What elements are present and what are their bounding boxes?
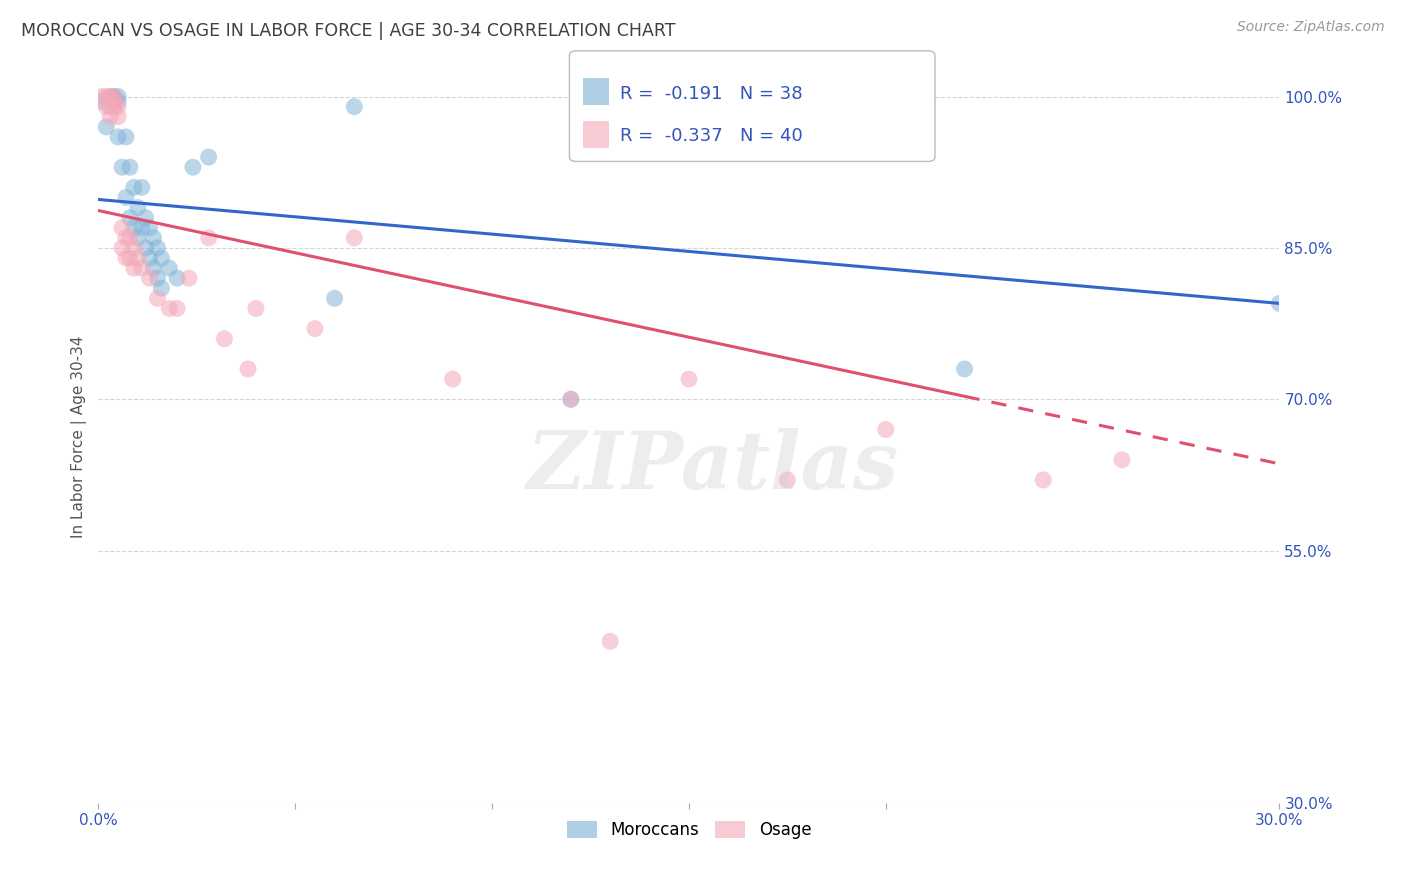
Point <box>181 160 204 174</box>
Point <box>131 220 153 235</box>
Text: Source: ZipAtlas.com: Source: ZipAtlas.com <box>1237 20 1385 34</box>
Point <box>115 231 138 245</box>
Point <box>1268 296 1291 310</box>
Point <box>135 241 157 255</box>
Point <box>245 301 267 316</box>
Point <box>98 89 121 103</box>
Text: ZIPatlas: ZIPatlas <box>526 427 898 505</box>
Text: R =  -0.191   N = 38: R = -0.191 N = 38 <box>620 85 803 103</box>
Legend: Moroccans, Osage: Moroccans, Osage <box>560 814 818 846</box>
Point <box>115 251 138 265</box>
Point <box>122 261 145 276</box>
Point <box>103 95 125 109</box>
Point <box>111 241 134 255</box>
Point <box>131 180 153 194</box>
Point <box>115 130 138 145</box>
Point <box>142 231 165 245</box>
Point <box>1032 473 1054 487</box>
Point <box>122 180 145 194</box>
Point <box>91 89 114 103</box>
Point <box>118 251 141 265</box>
Point <box>118 231 141 245</box>
Point <box>91 95 114 109</box>
Point <box>118 160 141 174</box>
Point <box>1111 452 1133 467</box>
Point <box>150 251 173 265</box>
Point <box>107 95 129 109</box>
Point <box>127 201 149 215</box>
Text: R =  -0.337   N = 40: R = -0.337 N = 40 <box>620 128 803 145</box>
Point <box>103 95 125 109</box>
Point <box>177 271 200 285</box>
Point <box>953 362 976 376</box>
Point <box>441 372 464 386</box>
Point <box>157 301 180 316</box>
Point <box>236 362 259 376</box>
Point <box>560 392 582 407</box>
Point <box>560 392 582 407</box>
Point <box>107 100 129 114</box>
Point <box>599 634 621 648</box>
Point <box>127 251 149 265</box>
Point <box>98 100 121 114</box>
Text: MOROCCAN VS OSAGE IN LABOR FORCE | AGE 30-34 CORRELATION CHART: MOROCCAN VS OSAGE IN LABOR FORCE | AGE 3… <box>21 22 676 40</box>
Point <box>118 211 141 225</box>
Point <box>96 89 118 103</box>
Point <box>776 473 799 487</box>
Point <box>111 160 134 174</box>
Point <box>343 100 366 114</box>
Point <box>115 190 138 204</box>
Point <box>122 241 145 255</box>
Point <box>138 251 160 265</box>
Point <box>304 321 326 335</box>
Point <box>142 261 165 276</box>
Point <box>127 231 149 245</box>
Point <box>107 89 129 103</box>
Point <box>96 120 118 134</box>
Point <box>214 332 236 346</box>
Point <box>166 271 188 285</box>
Point <box>96 100 118 114</box>
Y-axis label: In Labor Force | Age 30-34: In Labor Force | Age 30-34 <box>72 335 87 539</box>
Point <box>131 261 153 276</box>
Point <box>138 271 160 285</box>
Point <box>146 241 169 255</box>
Point <box>103 89 125 103</box>
Point <box>122 220 145 235</box>
Point <box>875 423 897 437</box>
Point <box>98 110 121 124</box>
Point <box>146 291 169 305</box>
Point <box>166 301 188 316</box>
Point <box>197 231 219 245</box>
Point <box>146 271 169 285</box>
Point <box>678 372 700 386</box>
Point <box>98 89 121 103</box>
Point <box>343 231 366 245</box>
Point <box>150 281 173 295</box>
Point <box>103 89 125 103</box>
Point <box>107 110 129 124</box>
Point <box>135 211 157 225</box>
Point <box>111 220 134 235</box>
Point <box>197 150 219 164</box>
Point <box>138 220 160 235</box>
Point <box>103 100 125 114</box>
Point <box>157 261 180 276</box>
Point <box>107 130 129 145</box>
Point <box>323 291 346 305</box>
